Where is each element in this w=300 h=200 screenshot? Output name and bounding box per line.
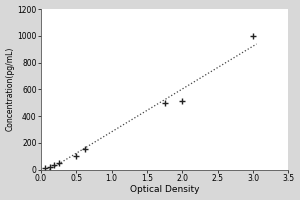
Y-axis label: Concentration(pg/mL): Concentration(pg/mL) <box>6 47 15 131</box>
X-axis label: Optical Density: Optical Density <box>130 185 200 194</box>
